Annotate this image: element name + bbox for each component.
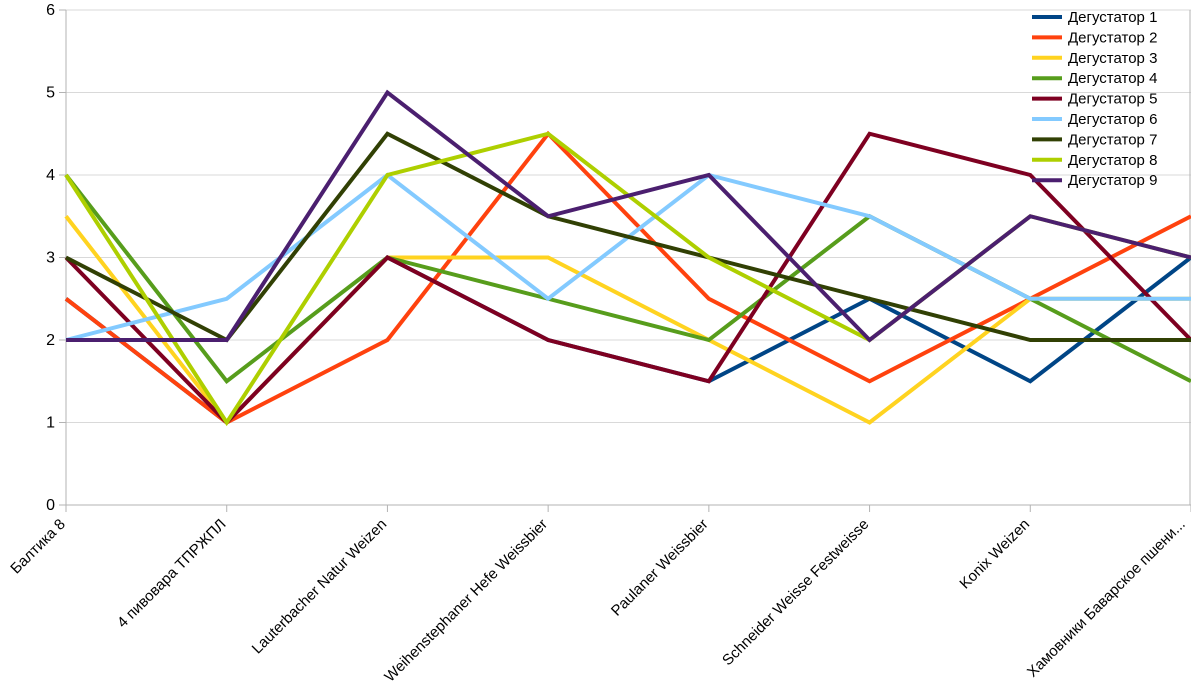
y-axis-tick-label: 3 <box>46 250 55 267</box>
legend-item-label: Дегустатор 6 <box>1068 111 1157 128</box>
x-axis-category-label: Балтика 8 <box>7 516 68 577</box>
y-axis-tick-label: 5 <box>46 85 55 102</box>
x-axis-category-label: Konix Weizen <box>956 516 1033 593</box>
series-line-7 <box>65 131 1191 343</box>
x-axis-category-label: Schneider Weisse Festweisse <box>719 516 872 669</box>
x-axis-category-label: Weihenstephaner Hefe Weissbier <box>381 516 551 686</box>
y-axis-tick-label: 4 <box>46 167 55 184</box>
x-axis-category-label: Lauterbacher Natur Weizen <box>249 516 391 658</box>
y-axis-tick-label: 1 <box>46 415 55 432</box>
legend-item-label: Дегустатор 3 <box>1068 50 1157 67</box>
legend-item-label: Дегустатор 5 <box>1068 91 1157 108</box>
series-line-4 <box>64 173 1191 385</box>
x-axis-category-label: Paulaner Weissbier <box>608 516 712 620</box>
y-axis-tick-label: 0 <box>46 497 55 514</box>
legend-item-label: Дегустатор 1 <box>1068 9 1157 26</box>
legend-item-label: Дегустатор 4 <box>1068 70 1157 87</box>
series-line-5 <box>64 131 1191 426</box>
y-axis-tick-label: 2 <box>46 332 55 349</box>
legend-item-label: Дегустатор 7 <box>1068 131 1157 148</box>
legend-item-label: Дегустатор 8 <box>1068 152 1157 169</box>
x-axis-category-label: Хамовники Баварское пшени... <box>1024 516 1189 681</box>
series-line-9 <box>66 89 1191 343</box>
y-axis-tick-label: 6 <box>46 2 55 19</box>
legend-item-label: Дегустатор 9 <box>1068 172 1157 189</box>
x-axis-category-label: 4 пивовара ТПРЖПЛ <box>114 516 230 632</box>
legend-item-label: Дегустатор 2 <box>1068 29 1157 46</box>
series-line-2 <box>64 130 1191 425</box>
